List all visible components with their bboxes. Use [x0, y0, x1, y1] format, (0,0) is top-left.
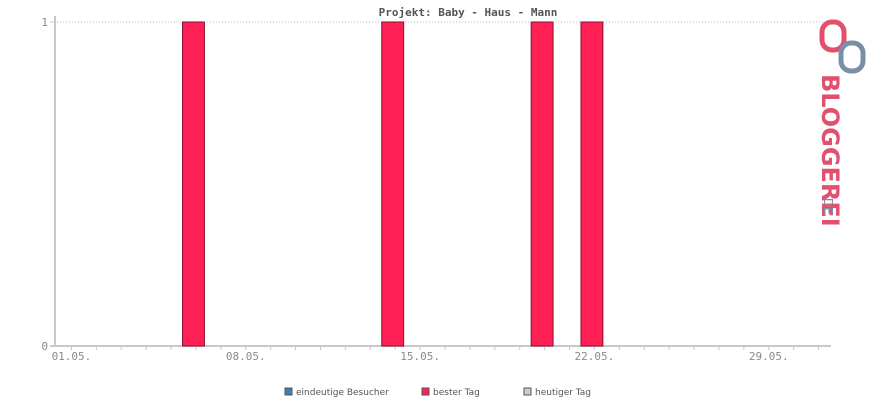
bloggerei-logo: BLOGGEREI .DE	[816, 19, 866, 227]
bars	[182, 21, 604, 347]
legend-swatch	[421, 387, 430, 396]
legend-label: heutiger Tag	[535, 388, 591, 398]
bar	[530, 21, 554, 347]
bar	[182, 21, 205, 347]
x-tick-label: 01.05.	[52, 350, 92, 363]
y-tick-label: 0	[41, 340, 48, 353]
legend-swatch	[284, 387, 293, 396]
axes	[50, 16, 831, 347]
logo-suffix-text: .DE	[821, 194, 835, 215]
chart-title: Projekt: Baby - Haus - Mann	[379, 6, 558, 19]
x-tick-label: 22.05.	[575, 350, 615, 363]
x-ticks: 01.05. 08.05. 15.05. 22.05. 29.05.	[52, 346, 820, 363]
legend-label: eindeutige Besucher	[296, 388, 389, 398]
bar	[381, 21, 405, 347]
legend-swatch	[523, 387, 532, 396]
legend: eindeutige Besucher bester Tag heutiger Ta…	[284, 387, 591, 398]
y-tick-label: 1	[41, 16, 48, 29]
chain-link-icon	[819, 19, 866, 74]
bar	[580, 21, 604, 347]
x-tick-label: 08.05.	[226, 350, 266, 363]
logo-brand-text: BLOGGEREI	[816, 74, 844, 227]
y-ticks: 10	[41, 16, 55, 353]
x-tick-label: 29.05.	[749, 350, 789, 363]
x-tick-label: 15.05.	[400, 350, 440, 363]
legend-label: bester Tag	[433, 388, 480, 398]
